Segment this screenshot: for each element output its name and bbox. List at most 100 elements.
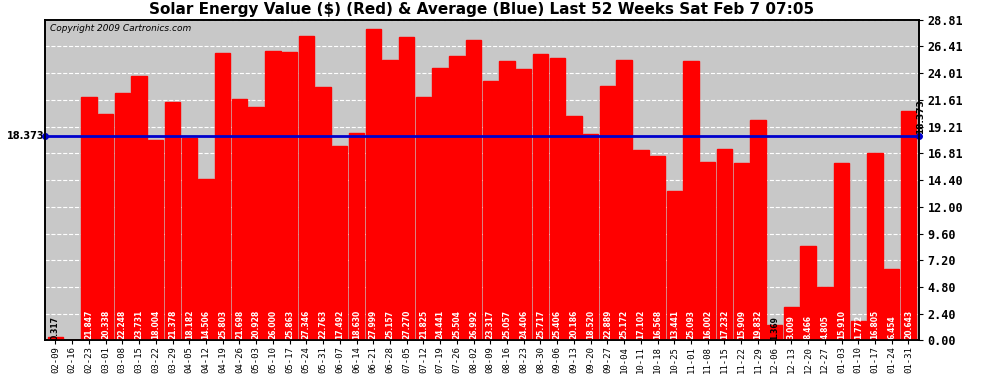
Text: 25.406: 25.406 <box>552 310 561 339</box>
Text: 23.317: 23.317 <box>486 310 495 339</box>
Text: 1.369: 1.369 <box>770 316 779 340</box>
Text: 25.803: 25.803 <box>218 310 227 339</box>
Text: 21.698: 21.698 <box>235 310 244 339</box>
Bar <box>834 163 849 340</box>
Bar <box>516 69 532 341</box>
Text: 20.186: 20.186 <box>569 310 578 339</box>
Text: 4.805: 4.805 <box>821 315 830 339</box>
Bar <box>148 140 163 340</box>
Bar <box>901 111 916 340</box>
Bar <box>449 57 464 340</box>
Bar <box>382 60 398 340</box>
Bar <box>132 76 147 340</box>
Bar <box>198 179 214 340</box>
Bar <box>649 156 665 340</box>
Text: 25.172: 25.172 <box>620 310 629 339</box>
Text: 1.772: 1.772 <box>853 315 863 339</box>
Bar <box>348 133 364 340</box>
Text: 17.102: 17.102 <box>637 310 645 339</box>
Text: 25.717: 25.717 <box>536 310 545 339</box>
Text: 22.763: 22.763 <box>319 310 328 339</box>
Bar <box>248 107 264 340</box>
Text: 6.454: 6.454 <box>887 315 896 339</box>
Text: 20.338: 20.338 <box>101 310 110 339</box>
Text: 16.805: 16.805 <box>870 310 879 339</box>
Text: 25.057: 25.057 <box>503 310 512 339</box>
Bar <box>533 54 548 340</box>
Text: 24.441: 24.441 <box>436 310 445 339</box>
Text: 27.270: 27.270 <box>402 309 411 339</box>
Text: 3.009: 3.009 <box>787 315 796 339</box>
Text: Copyright 2009 Cartronics.com: Copyright 2009 Cartronics.com <box>50 24 191 33</box>
Text: 26.000: 26.000 <box>268 310 277 339</box>
Bar <box>884 268 900 340</box>
Bar <box>115 93 130 340</box>
Bar <box>717 148 733 340</box>
Bar <box>666 191 682 340</box>
Bar <box>232 99 248 340</box>
Bar <box>332 146 347 340</box>
Bar <box>767 325 782 340</box>
Text: 13.441: 13.441 <box>670 310 679 339</box>
Text: 21.847: 21.847 <box>84 309 93 339</box>
Bar <box>181 138 197 340</box>
Text: 25.093: 25.093 <box>686 310 696 339</box>
Bar <box>365 28 381 340</box>
Text: 17.232: 17.232 <box>720 310 729 339</box>
Bar <box>549 57 565 340</box>
Bar <box>48 337 63 340</box>
Bar <box>617 60 632 340</box>
Text: 18.373: 18.373 <box>916 99 925 134</box>
Bar <box>700 162 716 340</box>
Bar <box>164 102 180 340</box>
Text: 17.492: 17.492 <box>336 310 345 339</box>
Bar <box>399 37 415 340</box>
Bar <box>867 153 883 340</box>
Text: 18.373: 18.373 <box>7 131 45 141</box>
Text: 16.002: 16.002 <box>703 310 712 339</box>
Bar <box>750 120 765 340</box>
Bar <box>583 134 598 340</box>
Text: 27.999: 27.999 <box>368 310 378 339</box>
Text: 14.506: 14.506 <box>202 310 211 339</box>
Text: 19.832: 19.832 <box>753 310 762 339</box>
Text: 15.909: 15.909 <box>737 310 745 339</box>
Text: 22.248: 22.248 <box>118 310 127 339</box>
Text: 21.378: 21.378 <box>168 309 177 339</box>
Text: 22.889: 22.889 <box>603 309 612 339</box>
Bar <box>634 150 648 340</box>
Bar <box>850 321 866 340</box>
Text: 16.568: 16.568 <box>653 310 662 339</box>
Bar <box>801 246 816 340</box>
Bar <box>817 287 833 340</box>
Text: 20.928: 20.928 <box>251 310 260 339</box>
Text: 26.992: 26.992 <box>469 310 478 339</box>
Text: 18.004: 18.004 <box>151 310 160 339</box>
Bar <box>499 62 515 340</box>
Bar <box>81 97 97 340</box>
Text: 27.346: 27.346 <box>302 310 311 339</box>
Bar <box>282 53 297 340</box>
Bar <box>784 307 799 340</box>
Text: 18.182: 18.182 <box>185 309 194 339</box>
Title: Solar Energy Value ($) (Red) & Average (Blue) Last 52 Weeks Sat Feb 7 07:05: Solar Energy Value ($) (Red) & Average (… <box>149 2 815 17</box>
Bar <box>600 86 615 340</box>
Bar <box>734 164 748 340</box>
Text: 21.825: 21.825 <box>419 310 428 339</box>
Bar <box>683 61 699 340</box>
Text: 8.466: 8.466 <box>804 315 813 339</box>
Text: 23.731: 23.731 <box>135 310 144 339</box>
Bar <box>566 116 582 340</box>
Bar <box>299 36 314 340</box>
Text: 0.317: 0.317 <box>50 316 60 340</box>
Text: 25.157: 25.157 <box>385 310 394 339</box>
Bar <box>416 98 431 340</box>
Text: 18.630: 18.630 <box>352 310 361 339</box>
Text: 25.863: 25.863 <box>285 310 294 339</box>
Text: 20.643: 20.643 <box>904 310 913 339</box>
Text: 25.504: 25.504 <box>452 310 461 339</box>
Bar <box>433 68 447 340</box>
Text: 18.520: 18.520 <box>586 310 595 339</box>
Bar <box>98 114 113 340</box>
Text: 24.406: 24.406 <box>520 310 529 339</box>
